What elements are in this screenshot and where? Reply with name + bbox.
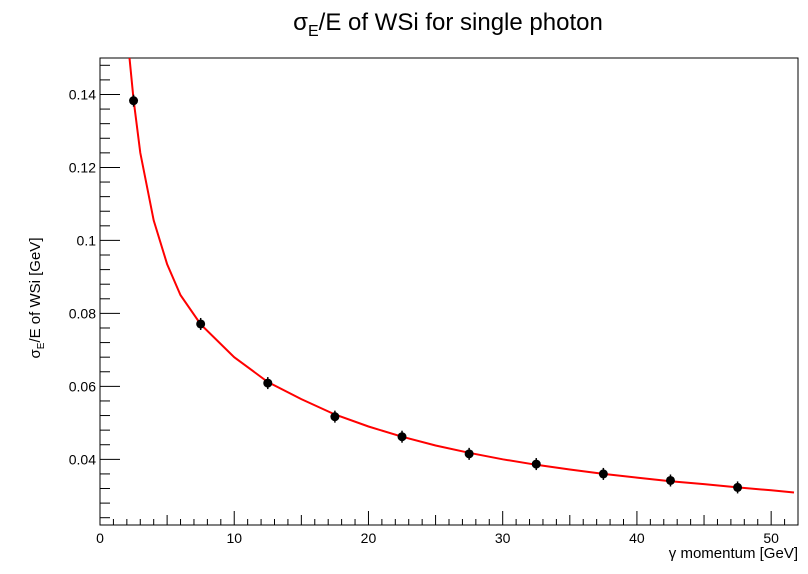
ylabel-sigma: σ [27, 348, 44, 358]
y-tick-label: 0.04 [69, 451, 96, 467]
data-point [464, 449, 474, 459]
x-tick-label: 10 [226, 530, 242, 546]
x-axis-ticks: 0 10 20 30 40 50 [96, 511, 799, 546]
data-point [733, 482, 743, 492]
x-axis-label: γ momentum [GeV] [669, 545, 798, 562]
x-tick-label: 40 [629, 530, 645, 546]
y-tick-label: 0.08 [69, 305, 96, 321]
title-rest: /E of WSi for single photon [319, 9, 603, 36]
title-subscript: E [308, 23, 319, 40]
data-point [397, 432, 407, 442]
y-axis-ticks: 0.04 0.06 0.08 0.1 0.12 0.14 [69, 64, 120, 519]
y-tick-label: 0.06 [69, 378, 96, 394]
plot-frame [99, 57, 799, 526]
y-tick-label: 0.12 [69, 159, 96, 175]
fit-curve [128, 57, 795, 494]
data-points [129, 94, 743, 494]
x-tick-label: 30 [495, 530, 511, 546]
x-tick-label: 0 [96, 530, 104, 546]
data-point [598, 469, 608, 479]
chart-title: σE/E of WSi for single photon [293, 9, 603, 40]
data-point [263, 378, 273, 388]
ylabel-subscript: E [36, 342, 47, 349]
data-point [665, 475, 675, 485]
ylabel-rest: /E of WSi [GeV] [27, 238, 44, 343]
y-axis-label: σE/E of WSi [GeV] [27, 238, 47, 359]
y-tick-label: 0.14 [69, 86, 96, 102]
data-point [196, 319, 206, 329]
data-point [129, 96, 139, 106]
x-tick-label: 20 [361, 530, 377, 546]
title-sigma: σ [293, 9, 308, 36]
x-tick-label: 50 [763, 530, 779, 546]
data-point [330, 412, 340, 422]
y-tick-label: 0.1 [77, 232, 97, 248]
data-point [531, 459, 541, 469]
